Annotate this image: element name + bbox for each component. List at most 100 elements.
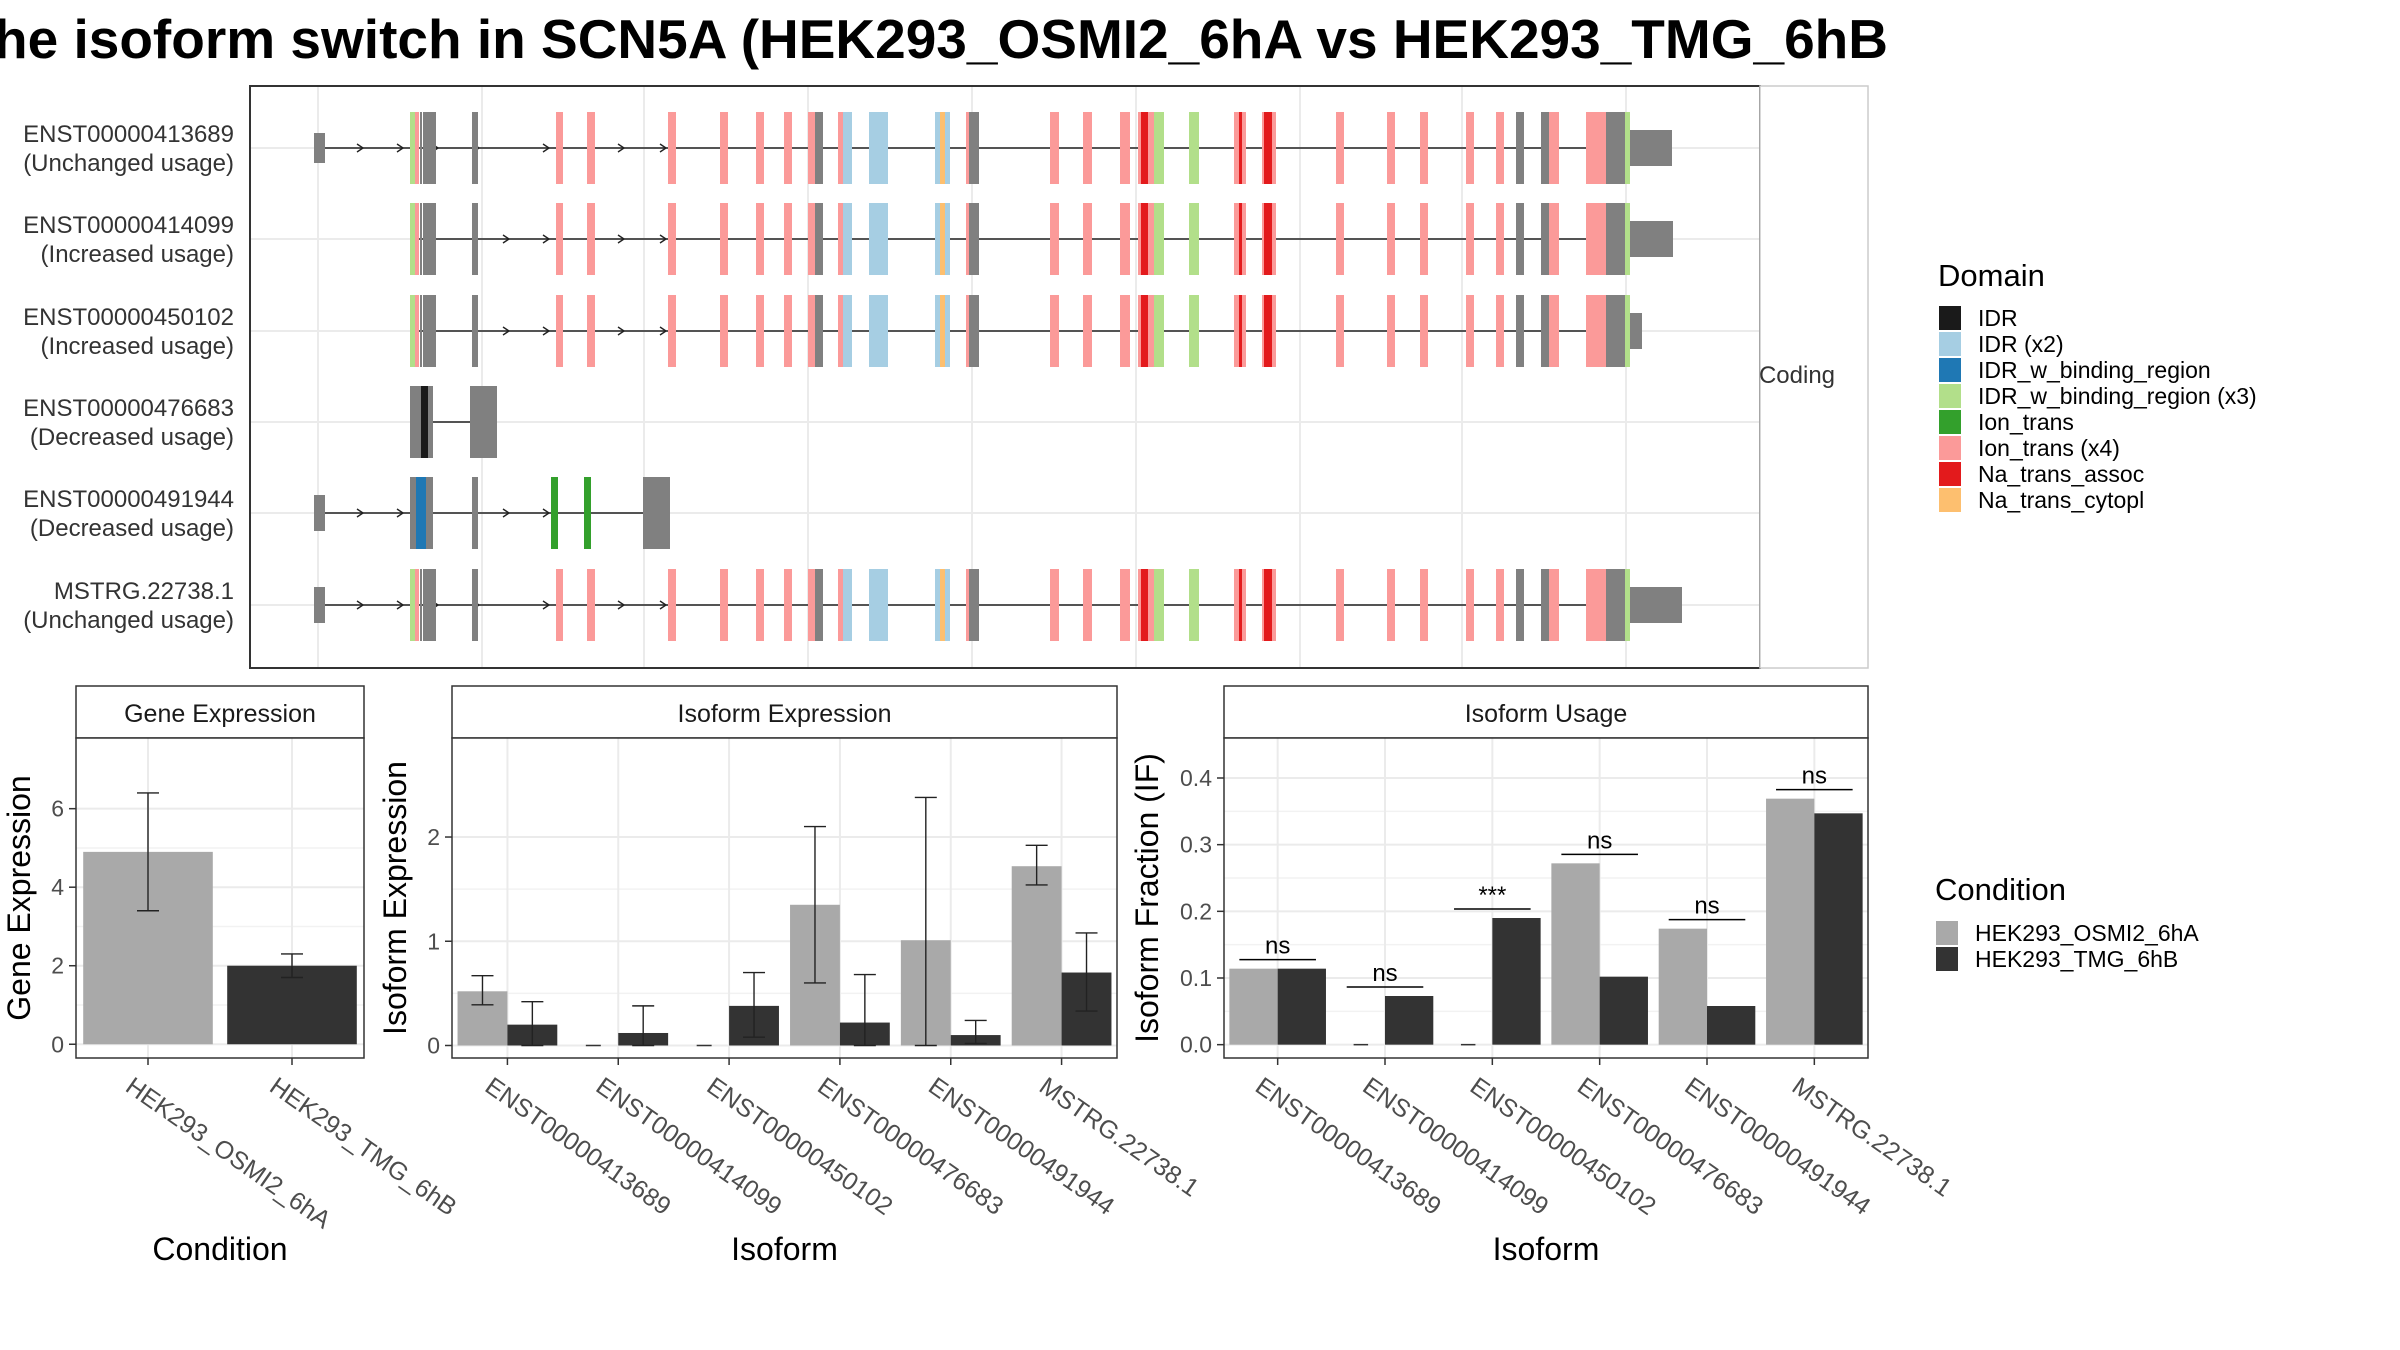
- x-tick-label: ENST00000476683: [1572, 1072, 1768, 1221]
- exon-block: [415, 569, 419, 641]
- gene-expression-chart: Gene Expression0246HEK293_OSMI2_6hAHEK29…: [1, 685, 462, 1267]
- exon-block: [1496, 295, 1504, 367]
- transcript-usage-label: (Increased usage): [41, 241, 234, 268]
- exon-block: [1264, 203, 1272, 275]
- exon-block: [1466, 569, 1474, 641]
- exon-block: [1189, 112, 1199, 184]
- exon-block: [966, 569, 969, 641]
- panel-strip: [1223, 685, 1869, 739]
- x-axis-title: Isoform: [1493, 1231, 1600, 1267]
- strand-arrow: [659, 326, 668, 336]
- strand-arrow: [659, 143, 668, 153]
- exon-block: [843, 203, 852, 275]
- exon-block: [1516, 295, 1524, 367]
- significance-label: ns: [1694, 893, 1719, 920]
- exon-block: [1120, 203, 1130, 275]
- transcript-structure-row: [410, 386, 497, 458]
- exon-block: [1541, 203, 1549, 275]
- exon-block: [410, 477, 416, 549]
- exon-block: [1141, 112, 1148, 184]
- exon-block: [668, 112, 676, 184]
- exon-block: [1625, 295, 1630, 367]
- strand-arrow: [396, 600, 405, 610]
- y-tick-label: 6: [51, 796, 64, 822]
- isoform-usage-chart: Isoform Usage ns ns *** ns ns ns 0.0 0.1 0.2 0.3 0.…: [1129, 685, 1957, 1267]
- exon-block: [940, 295, 945, 367]
- exon-block: [756, 203, 764, 275]
- strand-arrow: [659, 600, 668, 610]
- exon-block: [1625, 569, 1630, 641]
- exon-block: [940, 203, 945, 275]
- strand-arrow: [542, 326, 551, 336]
- exon-block: [1148, 112, 1154, 184]
- bar: [1599, 976, 1648, 1045]
- x-tick-label: ENST00000414099: [591, 1072, 787, 1221]
- transcript-structure-row: [314, 112, 1672, 184]
- strand-arrow: [396, 143, 405, 153]
- exon-block: [815, 295, 823, 367]
- legend-key: [1939, 436, 1961, 460]
- exon-block: [784, 569, 792, 641]
- exon-block: [869, 295, 888, 367]
- significance-label: ***: [1478, 882, 1506, 909]
- exon-block: [1264, 295, 1272, 367]
- exon-block: [1138, 569, 1141, 641]
- exon-block: [1083, 112, 1092, 184]
- y-axis-title: Gene Expression: [1, 775, 37, 1020]
- x-axis-title: Condition: [152, 1231, 287, 1267]
- exon-block: [1466, 203, 1474, 275]
- y-axis-title: Isoform Fraction (IF): [1129, 753, 1165, 1043]
- bar: [1707, 1006, 1756, 1045]
- transcript-structure-row: [314, 477, 670, 549]
- strand-arrow: [617, 326, 626, 336]
- transcript-structure-panel: ENST00000413689(Unchanged usage)ENST0000…: [23, 85, 1869, 669]
- exon-block: [1586, 295, 1606, 367]
- transcript-label: ENST00000450102: [23, 304, 234, 331]
- exon-block: [470, 386, 482, 458]
- exon-block: [472, 477, 478, 549]
- exon-block: [410, 203, 415, 275]
- utr-block: [314, 133, 325, 163]
- legend-label: Ion_trans (x4): [1978, 435, 2120, 461]
- exon-block: [940, 112, 945, 184]
- strand-arrow: [542, 508, 551, 518]
- exon-block: [1189, 569, 1199, 641]
- exon-block: [1606, 295, 1620, 367]
- exon-block: [1239, 203, 1242, 275]
- x-tick-label: ENST00000413689: [1250, 1072, 1446, 1221]
- exon-block: [1387, 112, 1395, 184]
- exon-block: [472, 112, 478, 184]
- exon-block: [1496, 203, 1504, 275]
- panel-strip-title: Isoform Expression: [678, 700, 892, 728]
- utr-block: [314, 495, 325, 531]
- legend-label: IDR: [1978, 305, 2018, 331]
- exon-block: [1234, 203, 1239, 275]
- panel-background: [1224, 738, 1868, 1058]
- exon-block: [945, 112, 950, 184]
- y-tick-label: 4: [51, 874, 64, 900]
- exon-block: [587, 295, 595, 367]
- exon-block: [410, 386, 417, 458]
- exon-block: [969, 112, 979, 184]
- x-tick-label: ENST00000414099: [1358, 1072, 1554, 1221]
- exon-block: [756, 569, 764, 641]
- exon-block: [1154, 112, 1164, 184]
- legend-label: IDR (x2): [1978, 331, 2064, 357]
- legend-key: [1939, 358, 1961, 382]
- bar: [1492, 918, 1541, 1045]
- legend-label: Na_trans_assoc: [1978, 461, 2144, 487]
- exon-block: [838, 295, 843, 367]
- exon-block: [421, 386, 428, 458]
- bar: [1277, 968, 1326, 1045]
- exon-block: [1420, 203, 1428, 275]
- exon-block: [417, 386, 421, 458]
- exon-block: [428, 386, 433, 458]
- exon-block: [410, 569, 415, 641]
- exon-block: [1606, 569, 1620, 641]
- strand-arrow: [396, 508, 405, 518]
- strand-arrow: [542, 234, 551, 244]
- exon-block: [869, 112, 888, 184]
- exon-block: [756, 295, 764, 367]
- exon-block: [1141, 295, 1148, 367]
- significance-label: ns: [1372, 960, 1397, 987]
